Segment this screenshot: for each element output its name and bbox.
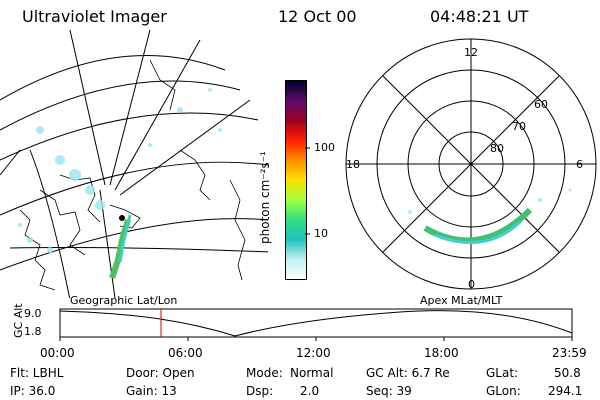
seq-status: Seq: 39 bbox=[366, 384, 412, 398]
colorbar bbox=[285, 80, 307, 280]
glon-label: GLon: bbox=[486, 384, 521, 398]
time-tick-2359: 23:59 bbox=[552, 346, 587, 360]
colorbar-tick-10: 10 bbox=[314, 227, 328, 240]
time-tick-1200: 12:00 bbox=[296, 346, 331, 360]
mlt-label-0: 0 bbox=[468, 278, 475, 291]
dsp-value: 2.0 bbox=[300, 384, 320, 398]
altitude-tick-low: 1.8 bbox=[24, 325, 42, 338]
altitude-curve bbox=[59, 310, 573, 337]
time-tick-1800: 18:00 bbox=[424, 346, 459, 360]
altitude-strip bbox=[59, 308, 573, 341]
gain-status: Gain: 13 bbox=[126, 384, 177, 398]
polar-panel-label: Apex MLat/MLT bbox=[420, 294, 503, 307]
mlt-label-18: 18 bbox=[346, 158, 360, 171]
geo-panel-label: Geographic Lat/Lon bbox=[70, 294, 178, 307]
mlat-label-80: 80 bbox=[490, 142, 504, 155]
gc-alt-status: GC Alt: 6.7 Re bbox=[366, 366, 450, 380]
glat-label: GLat: bbox=[486, 366, 519, 380]
polar-plot bbox=[345, 38, 597, 290]
polar-aurora-oval bbox=[423, 207, 533, 244]
time-tick-0600: 06:00 bbox=[168, 346, 203, 360]
mlat-label-70: 70 bbox=[512, 120, 526, 133]
instrument-title: Ultraviolet Imager bbox=[22, 7, 167, 26]
latitude-line bbox=[0, 54, 226, 101]
colorbar-ticks bbox=[305, 147, 310, 235]
colorbar-tick-100: 100 bbox=[314, 141, 335, 154]
mlt-label-6: 6 bbox=[576, 158, 583, 171]
altitude-tick-high: 9.0 bbox=[24, 307, 42, 320]
mlat-label-60: 60 bbox=[534, 98, 548, 111]
dsp-label: Dsp: bbox=[246, 384, 274, 398]
subsolar-marker bbox=[119, 215, 125, 221]
time-tick-0000: 00:00 bbox=[40, 346, 75, 360]
glon-value: 294.1 bbox=[548, 384, 583, 398]
geographic-map bbox=[0, 30, 268, 298]
mode-label: Mode: bbox=[246, 366, 283, 380]
time-label: 04:48:21 UT bbox=[430, 7, 529, 26]
door-status: Door: Open bbox=[126, 366, 195, 380]
filter-status: Flt: LBHL bbox=[10, 366, 64, 380]
ip-status: IP: 36.0 bbox=[10, 384, 56, 398]
colorbar-unit-label: photon cm⁻²s⁻¹ bbox=[258, 151, 272, 244]
glat-value: 50.8 bbox=[554, 366, 581, 380]
mode-value: Normal bbox=[290, 366, 334, 380]
date-label: 12 Oct 00 bbox=[278, 7, 357, 26]
mlt-label-12: 12 bbox=[464, 46, 478, 59]
